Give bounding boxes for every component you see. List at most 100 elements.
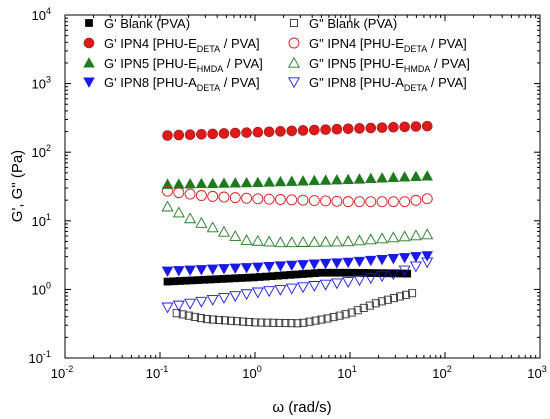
- y-tick-label: 100: [32, 280, 51, 297]
- series-7: [161, 257, 434, 314]
- data-point: [285, 236, 298, 248]
- data-point: [251, 234, 264, 246]
- data-point: [353, 173, 366, 184]
- data-point: [308, 195, 320, 207]
- data-point: [251, 287, 264, 299]
- data-point: [195, 216, 208, 228]
- data-point: [410, 252, 422, 263]
- data-point: [365, 301, 374, 310]
- data-point: [257, 318, 266, 327]
- data-point: [239, 317, 248, 326]
- data-point: [241, 192, 253, 204]
- data-point: [410, 194, 422, 206]
- plot-frame: [64, 14, 541, 359]
- data-point: [173, 266, 185, 277]
- legend-item: G" IPN4 [PHU-EDETA / PVA]: [288, 36, 467, 54]
- y-tick-exponent: -1: [43, 349, 51, 359]
- legend: G' Blank (PVA) G' IPN4 [PHU-EDETA / PVA] G…: [83, 16, 470, 93]
- x-tick-label: 103: [527, 364, 546, 381]
- data-point: [376, 196, 388, 208]
- legend-marker: [83, 57, 95, 68]
- data-point: [274, 261, 287, 272]
- data-point: [342, 257, 354, 269]
- data-point: [377, 297, 386, 306]
- data-point: [263, 318, 272, 327]
- data-point: [161, 200, 174, 212]
- data-point: [217, 225, 230, 237]
- data-point: [220, 316, 230, 325]
- data-point: [252, 262, 264, 274]
- legend-item: G" Blank (PVA): [289, 16, 397, 31]
- data-point: [421, 257, 434, 269]
- data-point: [319, 258, 332, 270]
- data-point: [263, 176, 275, 187]
- data-point: [184, 265, 196, 276]
- data-point: [365, 122, 377, 134]
- legend-label: G" IPN8 [PHU-ADETA / PVA]: [309, 75, 467, 93]
- data-point: [408, 289, 417, 298]
- data-point: [398, 230, 411, 242]
- x-axis-label: ω (rad/s): [272, 399, 331, 416]
- data-point: [410, 121, 422, 132]
- data-point: [195, 296, 208, 308]
- data-point: [308, 235, 321, 247]
- data-point: [309, 124, 320, 136]
- data-point: [409, 261, 422, 273]
- data-point: [389, 294, 398, 303]
- data-point: [229, 230, 242, 241]
- data-point: [252, 176, 264, 188]
- data-point: [335, 311, 344, 320]
- data-point: [331, 195, 343, 207]
- data-point: [354, 196, 365, 208]
- data-point: [184, 298, 197, 310]
- data-point: [320, 124, 331, 135]
- data-point: [353, 234, 366, 246]
- data-point: [218, 264, 230, 275]
- data-point: [207, 190, 219, 202]
- data-point: [285, 175, 298, 186]
- data-point: [317, 315, 326, 324]
- data-point: [331, 123, 343, 135]
- data-point: [202, 315, 211, 324]
- data-point: [354, 123, 365, 134]
- data-point: [172, 309, 181, 318]
- data-point: [218, 128, 230, 139]
- data-point: [387, 171, 400, 183]
- data-point: [240, 234, 253, 245]
- x-tick-exponent: -1: [160, 364, 168, 374]
- y-axis-label: G', G" (Pa): [9, 150, 26, 222]
- data-point: [319, 235, 332, 247]
- data-point: [365, 172, 377, 184]
- data-point: [184, 188, 196, 200]
- data-point: [178, 310, 187, 319]
- data-point: [173, 187, 185, 199]
- legend-marker: [287, 56, 301, 68]
- legend-marker: [83, 37, 95, 49]
- data-point: [376, 172, 388, 183]
- data-point: [319, 279, 332, 291]
- data-point: [217, 293, 230, 304]
- legend-marker: [83, 77, 95, 88]
- data-point: [421, 251, 433, 262]
- data-point: [240, 289, 253, 301]
- data-point: [275, 126, 286, 137]
- data-point: [245, 318, 254, 327]
- data-point: [274, 284, 287, 296]
- data-point: [387, 269, 400, 281]
- legend-item: G" IPN8 [PHU-ADETA / PVA]: [287, 75, 467, 93]
- data-point: [323, 314, 332, 323]
- data-point: [398, 171, 411, 182]
- data-point: [311, 316, 320, 325]
- data-point: [184, 178, 196, 189]
- data-point: [286, 194, 298, 206]
- data-point: [161, 266, 174, 277]
- data-point: [387, 231, 400, 243]
- data-point: [206, 294, 219, 306]
- data-point: [330, 235, 343, 247]
- legend-label: G" IPN4 [PHU-EDETA / PVA]: [309, 36, 467, 54]
- data-point: [206, 221, 219, 233]
- data-point: [364, 233, 377, 245]
- data-point: [342, 196, 354, 208]
- x-tick-label: 102: [432, 364, 451, 381]
